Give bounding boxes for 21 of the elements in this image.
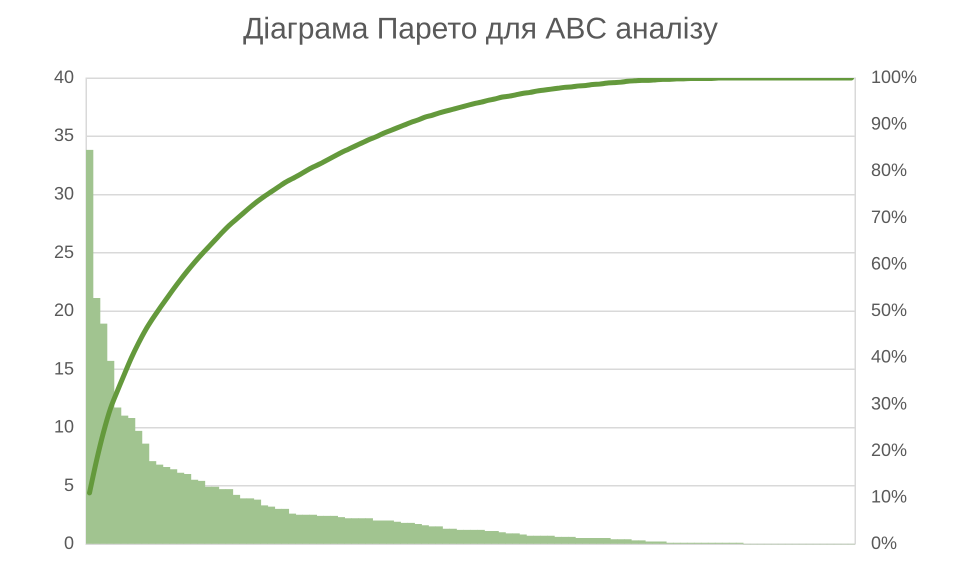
y-tick-label: 40 bbox=[54, 66, 74, 87]
y2-tick-label: 60% bbox=[871, 253, 908, 274]
y2-tick-label: 100% bbox=[871, 66, 918, 87]
y2-tick-label: 90% bbox=[871, 114, 908, 134]
y-tick-label: 30 bbox=[54, 184, 74, 204]
y-tick-label: 35 bbox=[54, 125, 74, 146]
y-tick-label: 5 bbox=[64, 474, 74, 495]
y-tick-label: 10 bbox=[54, 416, 74, 437]
y2-tick-label: 10% bbox=[871, 486, 908, 507]
y2-tick-label: 50% bbox=[871, 300, 908, 320]
y2-tick-label: 0% bbox=[871, 533, 898, 554]
y-tick-label: 0 bbox=[64, 533, 74, 554]
y2-tick-label: 30% bbox=[871, 393, 908, 414]
y2-tick-label: 40% bbox=[871, 346, 908, 367]
y2-tick-label: 80% bbox=[871, 160, 908, 180]
y-tick-label: 20 bbox=[54, 300, 74, 320]
y-tick-label: 15 bbox=[54, 358, 74, 378]
y-tick-label: 25 bbox=[54, 242, 74, 262]
chart-title: Діаграма Парето для ABC аналізу bbox=[243, 12, 718, 46]
y2-tick-label: 70% bbox=[871, 206, 908, 227]
y2-tick-label: 20% bbox=[871, 440, 908, 460]
